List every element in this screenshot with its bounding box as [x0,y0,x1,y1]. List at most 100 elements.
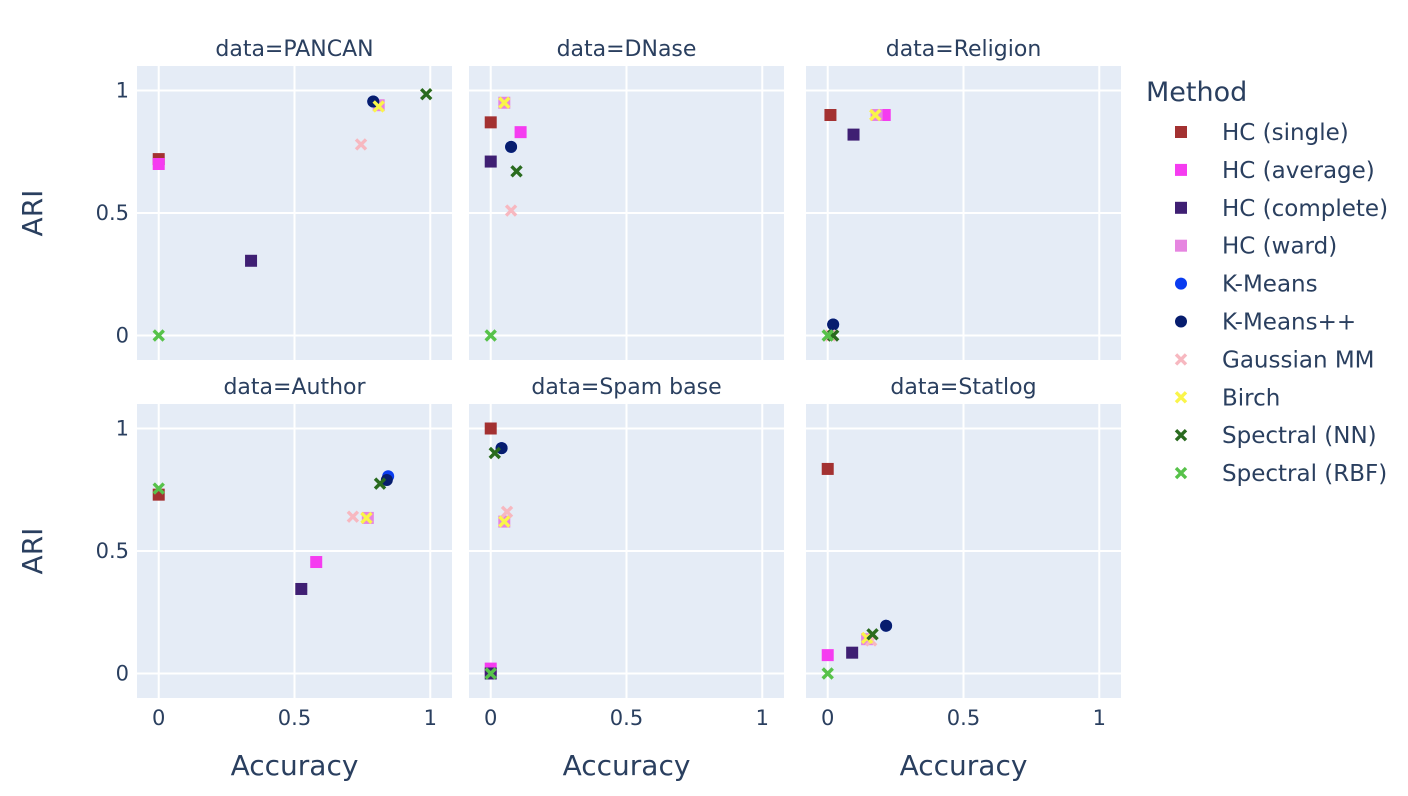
facet-title: data=Author [223,375,366,400]
point-birch [498,515,511,528]
facet-religion: data=Religion [806,37,1121,360]
point-gaussian-mm [504,204,518,217]
point-hc-average [152,158,165,170]
legend-item: Gaussian MM [1174,347,1375,373]
y-tick-label: 1 [116,417,129,441]
legend-marker [1175,315,1187,328]
legend-label: HC (ward) [1222,234,1337,260]
facet-title: data=PANCAN [215,37,373,62]
legend-marker [1175,201,1187,214]
y-tick-label: 1 [116,79,129,103]
legend-item: Spectral (RBF) [1174,461,1387,487]
point-spectral-rbf [484,667,497,680]
point-spectral-nn [488,446,501,460]
legend-label: Spectral (NN) [1222,423,1377,449]
point-birch [498,96,511,109]
point-hc-complete [847,128,860,141]
facet-title: data=DNase [557,37,697,62]
facet-pancan: data=PANCAN 0 0.5 1 ARI [16,37,452,360]
legend-marker [1174,428,1188,442]
legend-label: HC (single) [1222,120,1349,146]
facet-dnase: data=DNase [469,37,784,360]
legend-marker [1174,391,1188,404]
point-birch [869,108,882,122]
x-tick-label: 0 [484,706,497,730]
legend-item: HC (average) [1175,158,1375,184]
legend-item: HC (single) [1175,120,1349,146]
point-spectral-nn [866,628,879,641]
legend-marker [1174,353,1188,366]
point-gaussian-mm [346,510,360,523]
y-axis-title: ARI [16,190,49,237]
legend-marker [1175,277,1187,290]
point-hc-single [484,116,497,129]
y-tick-label: 0.5 [96,539,129,563]
legend-item: K-Means [1175,272,1318,298]
point-spectral-rbf [821,329,834,342]
legend-marker [1175,239,1187,252]
y-tick-label: 0 [116,324,129,348]
point-hc-single [821,462,834,475]
x-axis-title: Accuracy [231,749,359,782]
point-spectral-rbf [821,667,834,680]
point-gaussian-mm [824,329,837,342]
point-hc-single [824,109,837,121]
legend-label: Birch [1222,385,1280,411]
point-spectral-rbf [484,329,497,342]
point-gaussian-mm [500,505,514,519]
y-axis-title: ARI [16,528,49,575]
legend-marker [1175,163,1187,176]
legend-label: Spectral (RBF) [1222,461,1387,487]
point-spectral-nn [373,477,387,490]
point-k-means [380,473,393,486]
facet-author: data=Author 0 0.5 1 ARI 0 0.5 1 Accuracy [16,375,452,782]
legend-marker [1174,466,1188,480]
facet-spam-base: data=Spam base 0 0.5 1 Accuracy [469,375,784,782]
point-hc-single [484,422,497,435]
point-k-means [827,318,840,331]
point-spectral-nn [510,165,523,178]
facet-title: data=Statlog [890,375,1036,400]
point-spectral-nn [420,87,433,101]
facet-title: data=Religion [886,37,1042,62]
legend-item: Spectral (NN) [1174,423,1377,449]
y-tick-label: 0 [116,662,129,686]
x-tick-label: 1 [424,706,437,730]
legend-label: Gaussian MM [1222,347,1375,373]
legend-item: Birch [1174,385,1280,411]
point-hc-average [514,126,527,139]
point-hc-complete [484,155,497,168]
x-tick-label: 0 [152,706,165,730]
point-hc-complete [295,582,308,595]
legend-marker [1175,126,1187,138]
facet-statlog: data=Statlog 0 0.5 1 Accuracy [806,375,1121,782]
legend: Method HC (single) HC (average) HC (complet… [1146,77,1388,487]
point-gaussian-mm [354,138,368,151]
x-tick-label: 0.5 [278,706,311,730]
point-spectral-rbf [152,329,165,342]
point-spectral-rbf [152,482,165,495]
legend-item: K-Means++ [1175,310,1356,336]
legend-item: HC (ward) [1175,234,1337,260]
x-tick-label: 1 [1093,706,1106,730]
x-axis-title: Accuracy [900,749,1028,782]
legend-label: K-Means [1222,272,1318,298]
point-hc-complete [846,646,859,659]
point-birch [372,100,385,113]
x-tick-label: 1 [756,706,769,730]
point-k-means [505,140,518,153]
legend-label: K-Means++ [1222,310,1356,336]
x-axis-title: Accuracy [563,749,691,782]
point-k-means [880,619,893,632]
y-tick-label: 0.5 [96,201,129,225]
legend-label: HC (average) [1222,158,1375,184]
legend-title: Method [1146,77,1247,108]
x-tick-label: 0.5 [947,706,980,730]
point-hc-complete [245,254,258,267]
point-hc-average [821,649,834,662]
point-birch [360,511,373,525]
legend-item: HC (complete) [1175,196,1388,222]
facet-title: data=Spam base [531,375,721,400]
x-tick-label: 0.5 [610,706,643,730]
